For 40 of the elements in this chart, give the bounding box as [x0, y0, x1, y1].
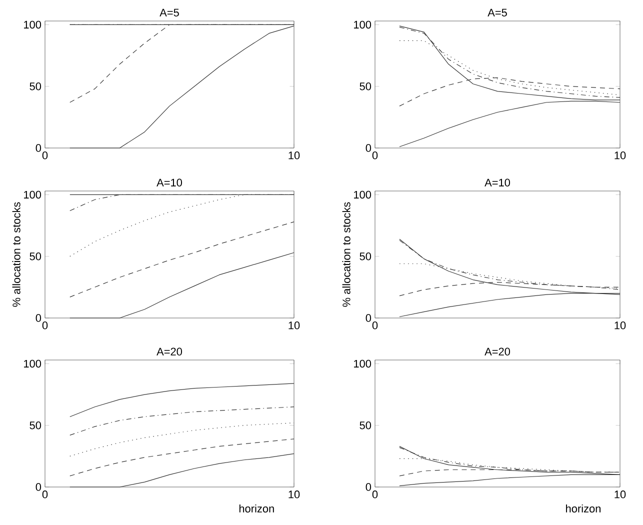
- y-tick-label: 0: [36, 144, 42, 152]
- y-tick-label: 0: [366, 314, 372, 322]
- chart-title: A=5: [488, 8, 507, 16]
- x-tick-label: 0: [372, 490, 378, 498]
- x-axis-title: horizon: [566, 504, 601, 513]
- x-tick-label: 10: [614, 322, 626, 330]
- y-tick-label: 50: [30, 82, 42, 90]
- y-tick-label: 100: [24, 190, 42, 199]
- y-tick-label: 100: [354, 360, 372, 368]
- y-tick-label: 0: [366, 144, 372, 152]
- y-tick-label: 0: [366, 483, 372, 491]
- x-tick-label: 0: [42, 490, 48, 498]
- y-axis-title: % allocation to stocks: [12, 202, 20, 307]
- x-tick-label: 10: [614, 490, 626, 498]
- x-tick-label: 10: [288, 152, 300, 160]
- y-tick-label: 100: [24, 360, 42, 368]
- y-axis-title: % allocation to stocks: [342, 202, 350, 307]
- chart-title: A=5: [160, 8, 179, 16]
- x-tick-label: 0: [42, 152, 48, 160]
- y-tick-label: 100: [354, 20, 372, 29]
- y-tick-label: 50: [360, 82, 372, 90]
- x-tick-label: 0: [42, 322, 48, 330]
- y-tick-label: 0: [36, 314, 42, 322]
- chart-title: A=10: [484, 178, 510, 186]
- x-tick-label: 0: [372, 322, 378, 330]
- y-tick-label: 50: [360, 421, 372, 430]
- chart-title: A=20: [156, 348, 182, 356]
- x-tick-label: 10: [614, 152, 626, 160]
- y-tick-label: 100: [24, 20, 42, 29]
- x-tick-label: 0: [372, 152, 378, 160]
- y-tick-label: 0: [36, 483, 42, 491]
- y-tick-label: 50: [30, 252, 42, 260]
- x-tick-label: 10: [288, 322, 300, 330]
- y-tick-label: 50: [360, 252, 372, 260]
- y-tick-label: 50: [30, 421, 42, 430]
- x-axis-title: horizon: [239, 504, 274, 513]
- x-tick-label: 10: [288, 490, 300, 498]
- chart-title: A=20: [484, 348, 510, 356]
- chart-title: A=10: [156, 178, 182, 186]
- y-tick-label: 100: [354, 190, 372, 199]
